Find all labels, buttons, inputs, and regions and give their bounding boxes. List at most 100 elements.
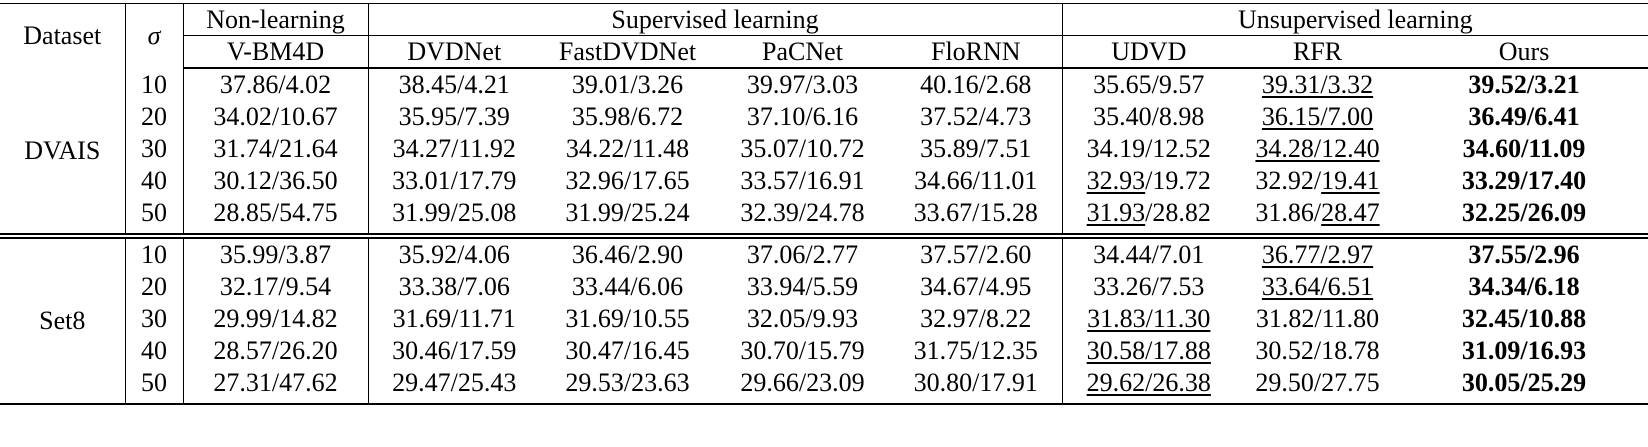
table-header: Dataset σ Non-learning Supervised learni… xyxy=(0,3,1648,69)
underlined-value: 31.83/11.30 xyxy=(1087,304,1211,333)
result-cell: 30.70/15.79 xyxy=(740,336,865,365)
underlined-value: 33.64/6.51 xyxy=(1261,272,1374,301)
table-row: 50 27.31/47.62 29.47/25.43 29.53/23.63 29.66… xyxy=(0,367,1648,404)
result-cell: 39.01/3.26 xyxy=(571,70,684,99)
result-cell: 30.05/25.29 xyxy=(1461,368,1587,397)
result-cell: 34.28/12.40 xyxy=(1235,133,1400,165)
group-header: Non-learning xyxy=(183,3,369,36)
result-cell: 33.01/17.79 xyxy=(392,166,517,195)
result-cell: 32.39/24.78 xyxy=(740,198,865,227)
method-header: PaCNet xyxy=(715,35,890,69)
result-cell: 34.22/11.48 xyxy=(565,134,690,163)
result-cell: 36.77/2.97 xyxy=(1235,233,1401,271)
table-section: Set8 10 35.99/3.87 35.92/4.06 36.46/2.90 37.0… xyxy=(0,233,1648,404)
sigma-cell: 30 xyxy=(125,303,184,335)
table-section: DVAIS 10 37.86/4.02 38.45/4.21 39.01/3.26 39.… xyxy=(0,68,1648,236)
sigma-cell: 50 xyxy=(125,367,184,404)
separator: / xyxy=(1313,198,1322,227)
table-row: Set8 10 35.99/3.87 35.92/4.06 36.46/2.90 37.0… xyxy=(0,233,1648,404)
result-cell: 40.16/2.68 xyxy=(890,68,1063,101)
sigma-cell: 20 xyxy=(125,101,184,133)
method-header: DVDNet xyxy=(368,35,540,69)
table-row: 50 28.85/54.75 31.99/25.08 31.99/25.24 32.39… xyxy=(0,197,1648,236)
sigma-cell: 20 xyxy=(125,271,184,303)
result-cell: 34.67/4.95 xyxy=(890,271,1063,303)
result-cell: 30.47/16.45 xyxy=(565,336,690,365)
result-cell: 35.89/7.51 xyxy=(890,133,1063,165)
result-cell: 32.05/9.93 xyxy=(746,304,859,333)
psnr-value: 32.92 xyxy=(1255,166,1314,195)
result-cell: 29.50/27.75 xyxy=(1255,368,1380,397)
dataset-cell: Set8 xyxy=(0,233,126,404)
result-cell: 39.31/3.32 xyxy=(1235,68,1400,101)
header-row: V-BM4D DVDNet FastDVDNet PaCNet FloRNN U… xyxy=(0,35,1648,69)
result-cell: 36.15/7.00 xyxy=(1235,101,1400,133)
result-cell: 37.55/2.96 xyxy=(1400,233,1648,271)
result-cell: 33.38/7.06 xyxy=(398,272,510,301)
result-cell: 33.29/17.40 xyxy=(1461,166,1587,195)
result-cell: 34.44/7.01 xyxy=(1062,233,1236,271)
result-cell: 34.60/11.09 xyxy=(1462,134,1586,163)
result-cell: 37.10/6.16 xyxy=(746,102,859,131)
result-cell: 31.09/16.93 xyxy=(1461,336,1587,365)
result-cell: 34.34/6.18 xyxy=(1468,272,1580,301)
result-cell: 29.53/23.63 xyxy=(565,368,690,397)
table-row: 20 32.17/9.54 33.38/7.06 33.44/6.06 33.94/5.… xyxy=(0,271,1648,303)
result-cell: 36.49/6.41 xyxy=(1468,102,1580,131)
table-row: 40 28.57/26.20 30.46/17.59 30.47/16.45 30.70… xyxy=(0,335,1648,367)
result-cell: 31.69/10.55 xyxy=(565,304,690,333)
separator: / xyxy=(1313,166,1322,195)
result-cell: 34.27/11.92 xyxy=(392,134,516,163)
psnr-value: 31.93 xyxy=(1086,198,1146,227)
sigma-cell: 30 xyxy=(125,133,184,165)
result-cell: 30.46/17.59 xyxy=(392,336,517,365)
sigma-cell: 40 xyxy=(125,335,184,367)
result-cell: 31.69/11.71 xyxy=(392,304,516,333)
method-header: V-BM4D xyxy=(183,35,369,69)
result-cell: 31.99/25.24 xyxy=(565,198,690,227)
method-header: Ours xyxy=(1400,35,1648,69)
table-row: 30 31.74/21.64 34.27/11.92 34.22/11.48 35.07… xyxy=(0,133,1648,165)
result-cell: 31.83/11.30 xyxy=(1062,303,1235,335)
result-cell: 29.62/26.38 xyxy=(1062,367,1235,404)
separator: / xyxy=(1145,166,1153,195)
underlined-value: 36.77/2.97 xyxy=(1261,240,1374,269)
result-cell: 33.57/16.91 xyxy=(740,166,865,195)
result-cell: 34.66/11.01 xyxy=(890,165,1063,197)
header-row: Dataset σ Non-learning Supervised learni… xyxy=(0,3,1648,68)
result-cell: 37.06/2.77 xyxy=(715,233,890,271)
separator: / xyxy=(1145,198,1153,227)
result-cell: 38.45/4.21 xyxy=(398,70,510,99)
results-table: Dataset σ Non-learning Supervised learni… xyxy=(0,3,1648,405)
result-cell: 28.57/26.20 xyxy=(183,335,369,367)
underlined-value: 34.28/12.40 xyxy=(1255,134,1380,163)
result-cell: 33.64/6.51 xyxy=(1235,271,1400,303)
table-row: 20 34.02/10.67 35.95/7.39 35.98/6.72 37.10/6… xyxy=(0,101,1648,133)
result-cell: 32.45/10.88 xyxy=(1461,304,1587,333)
runtime-value: 28.82 xyxy=(1152,198,1211,227)
method-header: UDVD xyxy=(1062,35,1236,69)
group-header: Supervised learning xyxy=(368,3,1063,36)
result-cell: 34.19/12.52 xyxy=(1086,134,1211,163)
table-row: DVAIS 10 37.86/4.02 38.45/4.21 39.01/3.26 39.… xyxy=(0,68,1648,236)
result-cell: 29.66/23.09 xyxy=(740,368,865,397)
sigma-cell: 10 xyxy=(125,68,184,101)
psnr-value: 32.93 xyxy=(1086,166,1146,195)
result-cell: 27.31/47.62 xyxy=(183,367,369,404)
header-cell: Dataset xyxy=(0,3,126,68)
result-cell: 33.94/5.59 xyxy=(746,272,859,301)
result-cell: 30.80/17.91 xyxy=(890,367,1063,404)
result-cell: 35.95/7.39 xyxy=(398,102,510,131)
result-cell: 32.96/17.65 xyxy=(565,166,690,195)
result-cell: 37.52/4.73 xyxy=(890,101,1063,133)
group-header: Unsupervised learning xyxy=(1062,3,1648,36)
sigma-cell: 40 xyxy=(125,165,184,197)
underlined-value: 36.15/7.00 xyxy=(1261,102,1374,131)
method-header: FloRNN xyxy=(890,35,1063,69)
result-cell: 29.99/14.82 xyxy=(183,303,369,335)
result-cell: 37.86/4.02 xyxy=(183,68,369,101)
result-cell: 31.93/28.82 xyxy=(1062,197,1235,236)
table-row: 30 29.99/14.82 31.69/11.71 31.69/10.55 32.05… xyxy=(0,303,1648,335)
result-cell: 39.97/3.03 xyxy=(746,70,859,99)
